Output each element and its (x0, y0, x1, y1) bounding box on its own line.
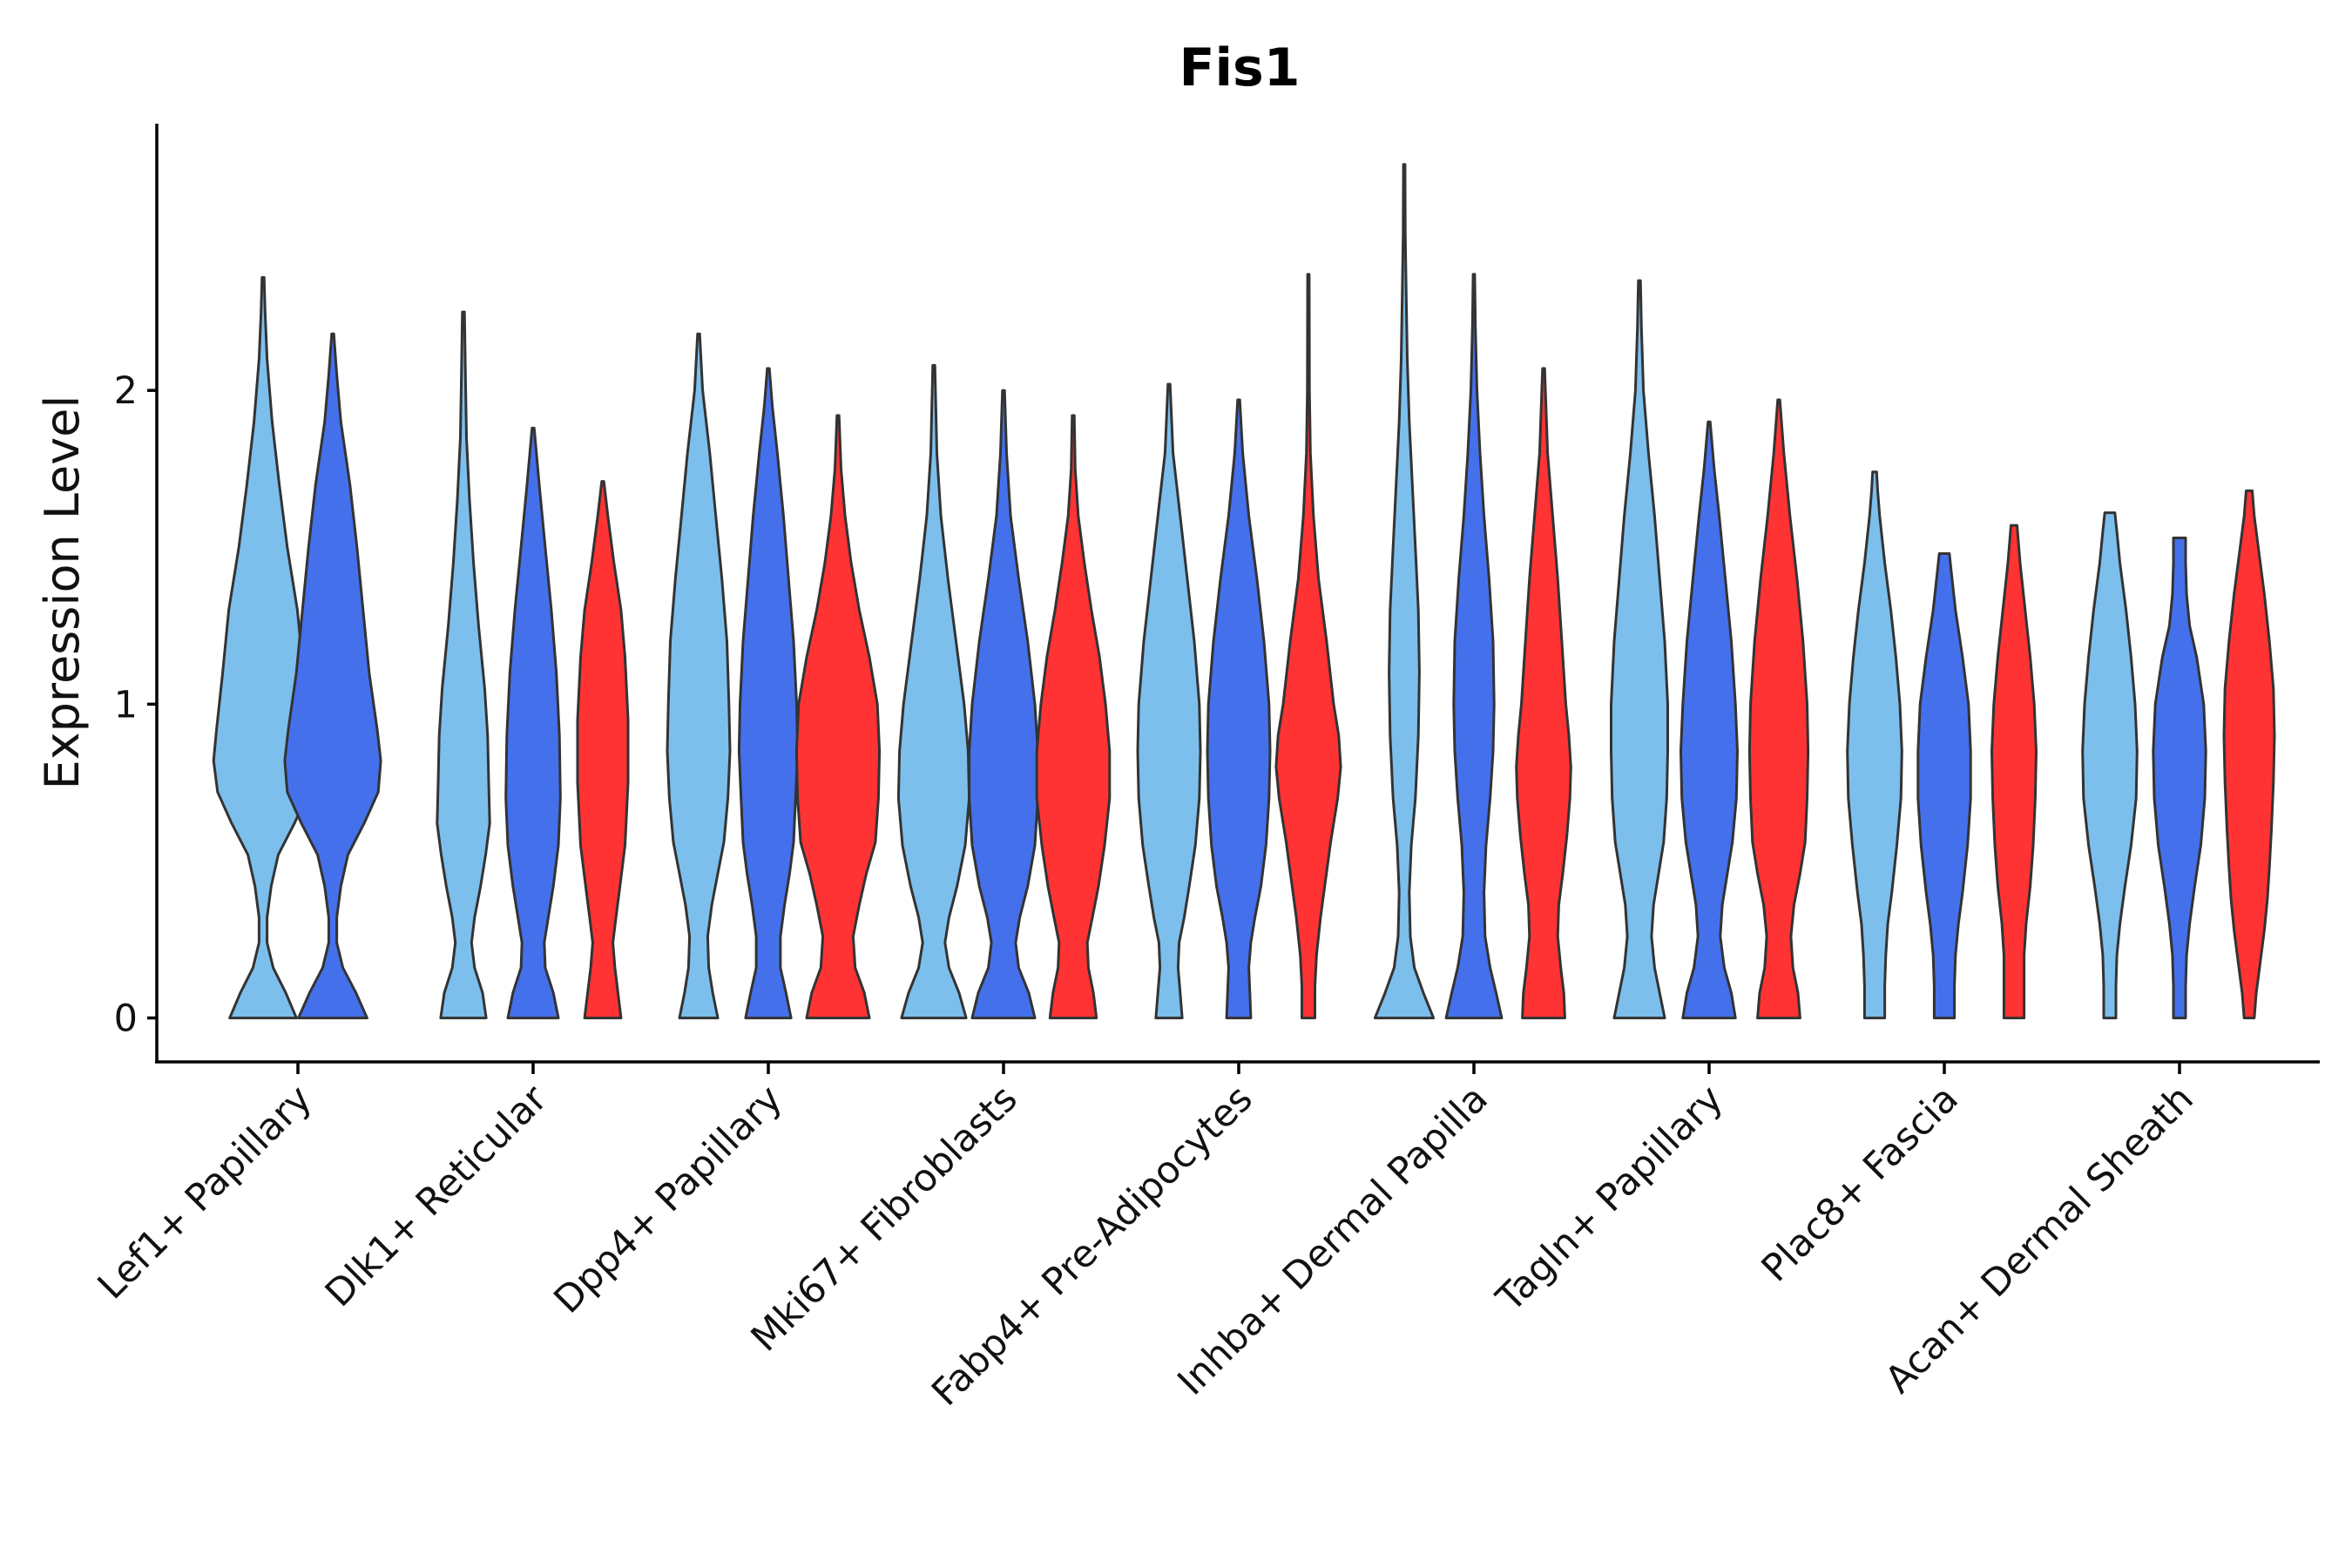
x-tick-label: Dpp4+ Papillary (546, 1077, 791, 1321)
violin-8-3 (1990, 524, 2038, 1020)
violin-layer (212, 163, 2276, 1020)
x-tick-label: Mki67+ Fibroblasts (743, 1077, 1026, 1360)
y-axis-label: Expression Level (35, 395, 90, 790)
violin-2-2 (504, 426, 562, 1020)
violin-4-3 (1035, 414, 1112, 1020)
violin-4-1 (896, 363, 971, 1020)
violin-3-2 (737, 367, 800, 1020)
x-tick-label: Tagln+ Papillary (1488, 1077, 1732, 1321)
violin-5-2 (1206, 398, 1272, 1020)
y-tick-label: 0 (114, 997, 138, 1041)
violin-9-1 (2081, 511, 2139, 1020)
x-tick-label: Lef1+ Papillary (90, 1077, 321, 1308)
violin-3-3 (794, 414, 882, 1020)
violin-9-3 (2222, 489, 2276, 1020)
violin-5-3 (1274, 273, 1342, 1020)
chart-title: Fis1 (1179, 37, 1300, 98)
violin-3-1 (666, 332, 732, 1020)
violin-6-3 (1515, 367, 1572, 1020)
x-tick-label: Plac8+ Fascia (1754, 1077, 1967, 1290)
violin-5-1 (1136, 382, 1202, 1020)
violin-9-2 (2152, 537, 2207, 1020)
violin-2-1 (436, 310, 491, 1020)
y-tick-label: 1 (114, 683, 138, 727)
violin-8-1 (1846, 470, 1903, 1020)
y-tick-label: 2 (114, 369, 138, 413)
violin-6-1 (1373, 163, 1436, 1020)
violin-7-2 (1680, 420, 1739, 1020)
violin-7-3 (1747, 398, 1810, 1020)
y-ticks: 0 1 2 (114, 369, 157, 1041)
violin-2-3 (576, 480, 630, 1020)
violin-8-2 (1916, 552, 1972, 1020)
violin-6-2 (1444, 273, 1504, 1020)
x-tick-label: Dlk1+ Reticular (317, 1077, 556, 1315)
violin-4-2 (968, 389, 1039, 1020)
violin-1-1 (212, 276, 314, 1020)
violin-1-2 (283, 332, 382, 1020)
violin-7-1 (1610, 279, 1669, 1020)
